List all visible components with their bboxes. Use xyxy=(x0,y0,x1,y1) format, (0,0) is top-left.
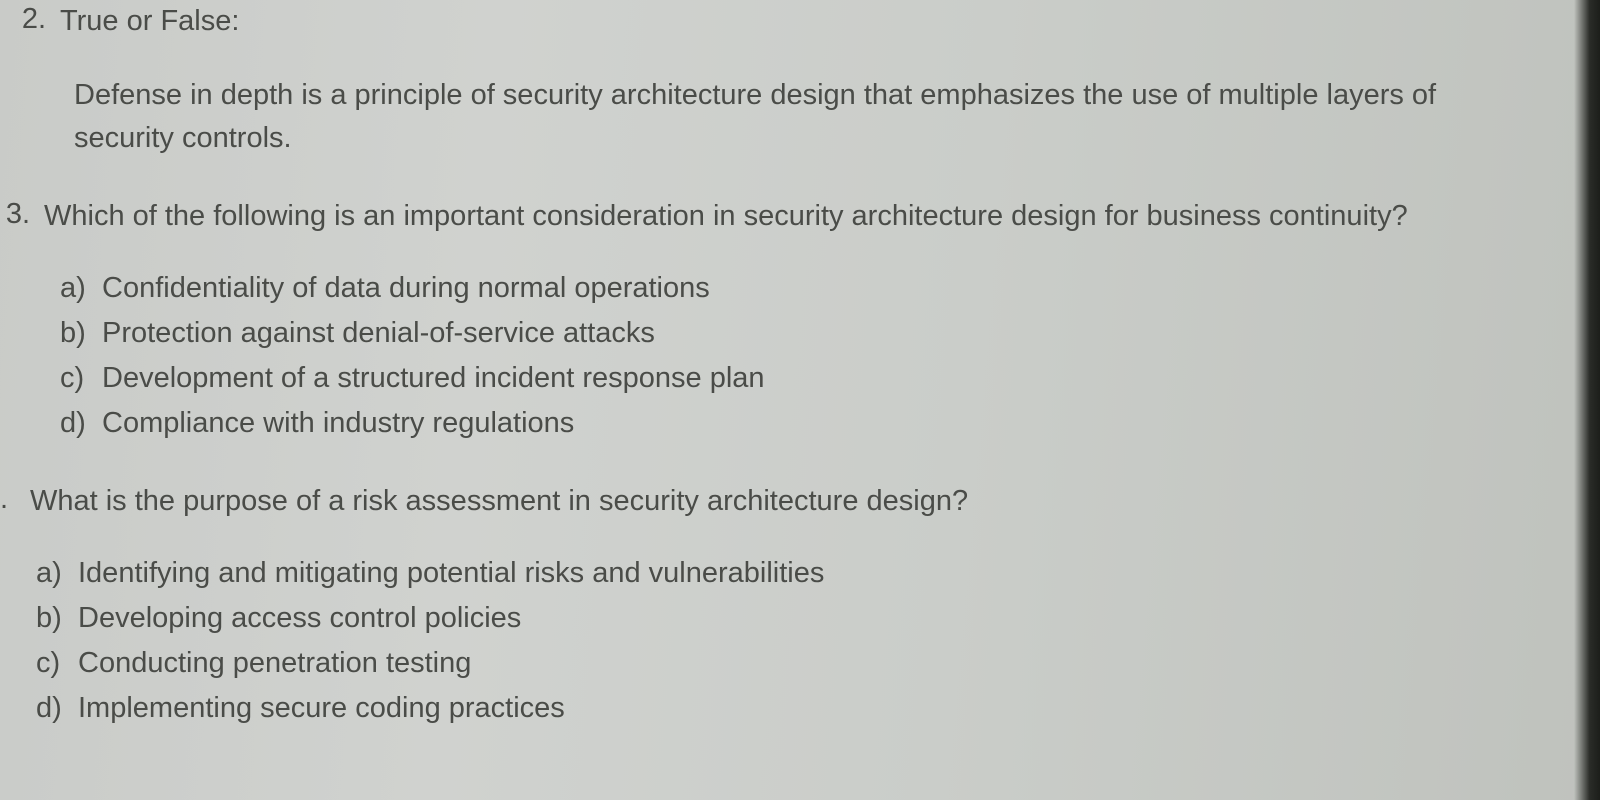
question-2-header: 2. True or False: xyxy=(0,0,1534,44)
option-3c-text: Development of a structured incident res… xyxy=(102,356,1534,401)
question-4: . What is the purpose of a risk assessme… xyxy=(0,480,1534,731)
exam-page: 2. True or False: Defense in depth is a … xyxy=(0,0,1574,731)
option-3d-text: Compliance with industry regulations xyxy=(102,401,1534,446)
option-4a: a) Identifying and mitigating potential … xyxy=(36,551,1534,596)
option-3b-text: Protection against denial-of-service att… xyxy=(102,311,1534,356)
option-4b: b) Developing access control policies xyxy=(36,596,1534,641)
option-3c: c) Development of a structured incident … xyxy=(60,356,1534,401)
question-3-header: 3. Which of the following is an importan… xyxy=(0,195,1534,239)
option-3d-letter: d) xyxy=(60,401,102,446)
option-4d-letter: d) xyxy=(36,686,78,731)
question-3-options: a) Confidentiality of data during normal… xyxy=(0,266,1534,446)
option-4a-text: Identifying and mitigating potential ris… xyxy=(78,551,1534,596)
question-2: 2. True or False: Defense in depth is a … xyxy=(0,0,1534,161)
option-3b: b) Protection against denial-of-service … xyxy=(60,311,1534,356)
option-4a-letter: a) xyxy=(36,551,78,596)
question-2-prompt: True or False: xyxy=(60,0,1534,44)
option-3a-letter: a) xyxy=(60,266,102,311)
question-3-number: 3. xyxy=(0,195,44,234)
option-4c-letter: c) xyxy=(36,641,78,686)
question-2-statement: Defense in depth is a principle of secur… xyxy=(0,74,1534,161)
option-3a: a) Confidentiality of data during normal… xyxy=(60,266,1534,311)
option-4d: d) Implementing secure coding practices xyxy=(36,686,1534,731)
option-4d-text: Implementing secure coding practices xyxy=(78,686,1534,731)
question-4-number: . xyxy=(0,480,30,519)
question-3-prompt: Which of the following is an important c… xyxy=(44,195,1534,239)
option-4b-letter: b) xyxy=(36,596,78,641)
option-3b-letter: b) xyxy=(60,311,102,356)
question-4-options: a) Identifying and mitigating potential … xyxy=(0,551,1534,731)
option-3d: d) Compliance with industry regulations xyxy=(60,401,1534,446)
option-4b-text: Developing access control policies xyxy=(78,596,1534,641)
photo-right-edge-shadow xyxy=(1574,0,1600,800)
question-4-header: . What is the purpose of a risk assessme… xyxy=(0,480,1534,524)
option-4c-text: Conducting penetration testing xyxy=(78,641,1534,686)
option-3a-text: Confidentiality of data during normal op… xyxy=(102,266,1534,311)
option-4c: c) Conducting penetration testing xyxy=(36,641,1534,686)
question-3: 3. Which of the following is an importan… xyxy=(0,195,1534,446)
question-4-prompt: What is the purpose of a risk assessment… xyxy=(30,480,1534,524)
question-2-number: 2. xyxy=(0,0,60,39)
option-3c-letter: c) xyxy=(60,356,102,401)
